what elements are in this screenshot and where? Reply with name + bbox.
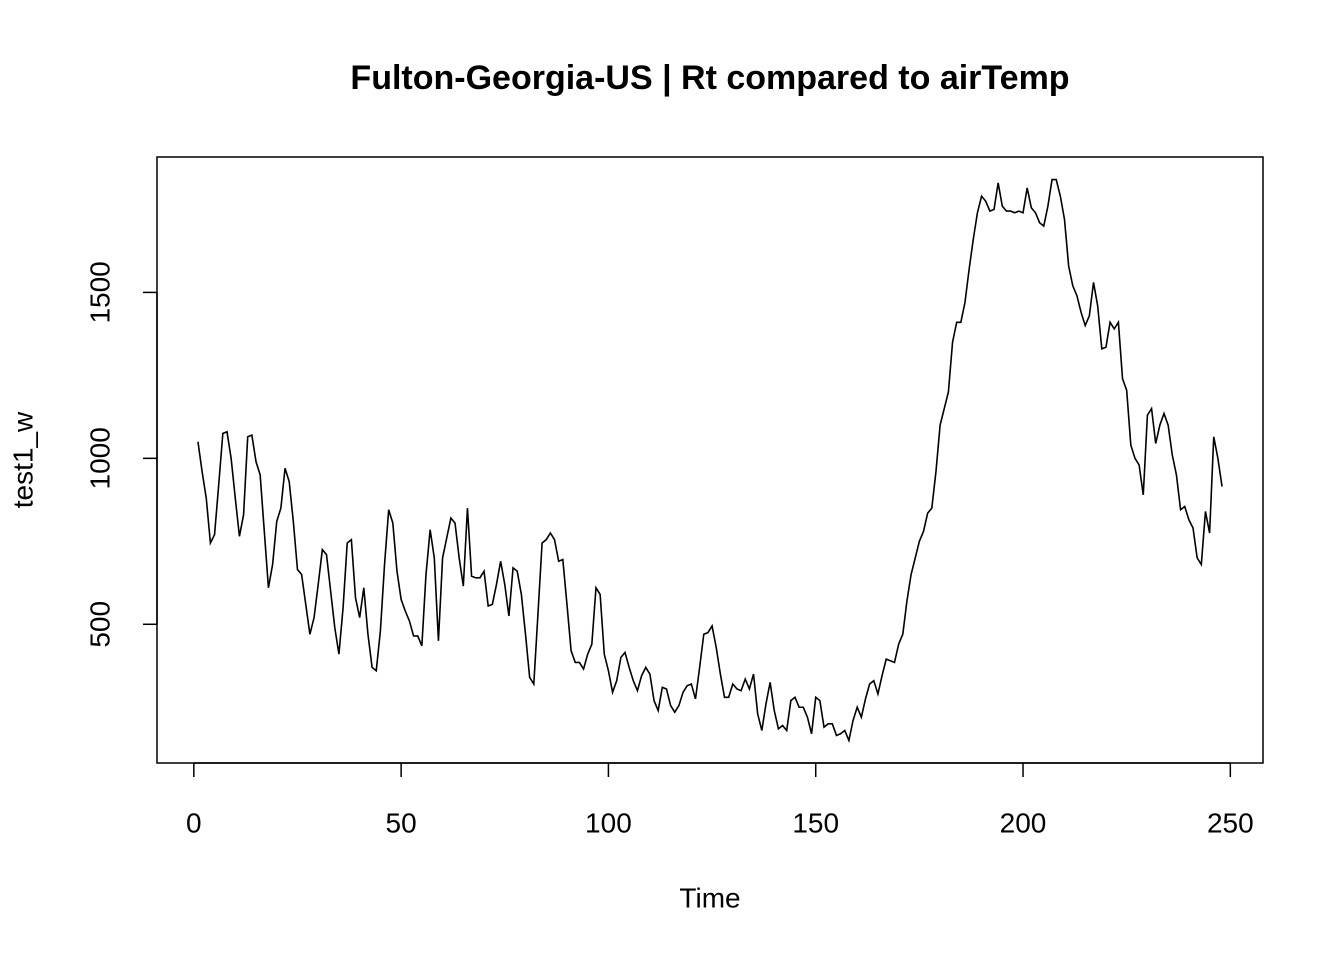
x-tick-label: 250 [1207,807,1254,838]
x-tick-label: 0 [186,807,202,838]
x-tick-label: 100 [585,807,632,838]
data-line [197,178,1223,744]
y-tick-label: 1000 [84,427,115,489]
x-tick-label: 150 [792,807,839,838]
y-tick-label: 1500 [84,261,115,323]
x-tick-label: 200 [1000,807,1047,838]
chart-title: Fulton-Georgia-US | Rt compared to airTe… [350,59,1069,97]
y-tick-label: 500 [84,601,115,648]
y-axis-label: test1_w [7,411,38,508]
x-axis-label: Time [679,882,740,913]
x-tick-label: 50 [386,807,417,838]
